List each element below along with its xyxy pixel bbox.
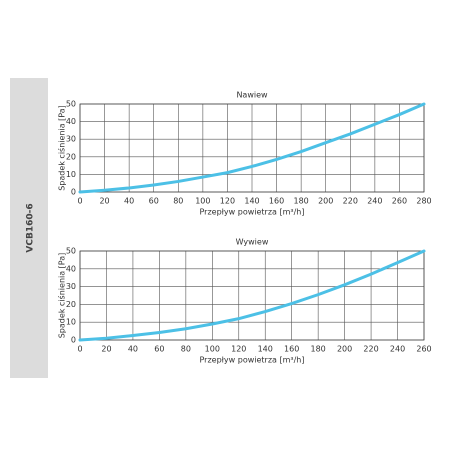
x-tick-label: 220 <box>363 345 378 354</box>
x-tick-label: 40 <box>128 345 138 354</box>
data-line <box>78 249 426 342</box>
y-tick-label: 0 <box>71 336 76 345</box>
y-tick-label: 0 <box>71 188 76 197</box>
x-tick-label: 200 <box>318 197 333 206</box>
x-tick-label: 100 <box>205 345 220 354</box>
x-tick-label: 260 <box>392 197 407 206</box>
y-tick-label: 30 <box>66 282 76 291</box>
y-tick-label: 50 <box>66 247 76 256</box>
x-tick-label: 20 <box>101 345 111 354</box>
x-tick-label: 240 <box>390 345 405 354</box>
x-tick-label: 20 <box>99 197 109 206</box>
x-tick-label: 180 <box>311 345 326 354</box>
x-tick-label: 180 <box>294 197 309 206</box>
x-tick-label: 260 <box>416 345 431 354</box>
y-tick-label: 20 <box>66 300 76 309</box>
x-tick-label: 40 <box>124 197 134 206</box>
x-axis-label: Przepływ powietrza [m³/h] <box>199 208 304 217</box>
y-tick-label: 40 <box>66 117 76 126</box>
y-tick-label: 10 <box>66 170 76 179</box>
x-tick-label: 140 <box>244 197 259 206</box>
sidebar-label: VCB160-6 <box>26 203 36 252</box>
x-tick-label: 160 <box>284 345 299 354</box>
x-tick-label: 140 <box>258 345 273 354</box>
x-tick-label: 120 <box>231 345 246 354</box>
plot-frame <box>79 250 425 341</box>
x-tick-label: 60 <box>149 197 159 206</box>
x-tick-label: 240 <box>367 197 382 206</box>
y-axis-label: Spadek ciśnienia [Pa] <box>57 253 67 339</box>
y-tick-label: 30 <box>66 135 76 144</box>
x-tick-label: 80 <box>181 345 191 354</box>
x-tick-label: 100 <box>195 197 210 206</box>
y-tick-label: 40 <box>66 264 76 273</box>
data-line <box>78 102 426 194</box>
x-tick-label: 80 <box>173 197 183 206</box>
y-axis-label: Spadek ciśnienia [Pa] <box>57 105 67 191</box>
x-tick-label: 120 <box>220 197 235 206</box>
x-tick-label: 280 <box>416 197 431 206</box>
x-tick-label: 0 <box>77 345 82 354</box>
y-tick-label: 10 <box>66 318 76 327</box>
x-tick-label: 200 <box>337 345 352 354</box>
sidebar <box>10 78 48 378</box>
chart-title: Wywiew <box>236 238 269 247</box>
x-tick-label: 60 <box>154 345 164 354</box>
x-tick-label: 220 <box>343 197 358 206</box>
x-tick-label: 160 <box>269 197 284 206</box>
x-axis-label: Przepływ powietrza [m³/h] <box>199 356 304 365</box>
y-tick-label: 50 <box>66 100 76 109</box>
chart-title: Nawiew <box>236 91 268 100</box>
y-tick-label: 20 <box>66 152 76 161</box>
plot-frame <box>79 103 425 193</box>
x-tick-label: 0 <box>77 197 82 206</box>
